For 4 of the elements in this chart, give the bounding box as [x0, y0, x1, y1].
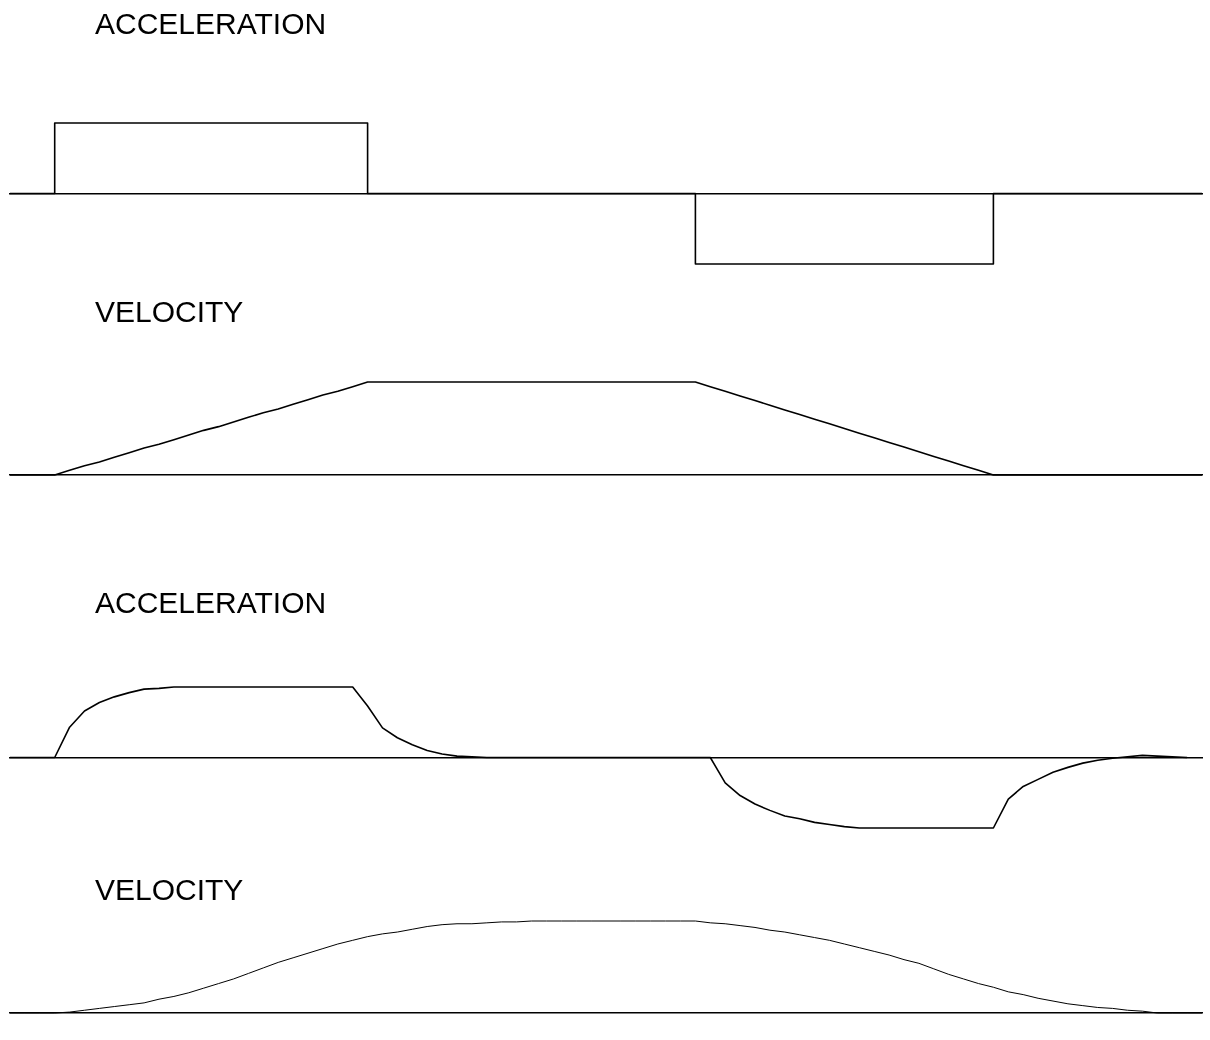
chart-title: VELOCITY: [95, 873, 244, 906]
chart-title: ACCELERATION: [95, 7, 327, 40]
chart-title: ACCELERATION: [95, 586, 327, 619]
chart-title: VELOCITY: [95, 295, 244, 328]
